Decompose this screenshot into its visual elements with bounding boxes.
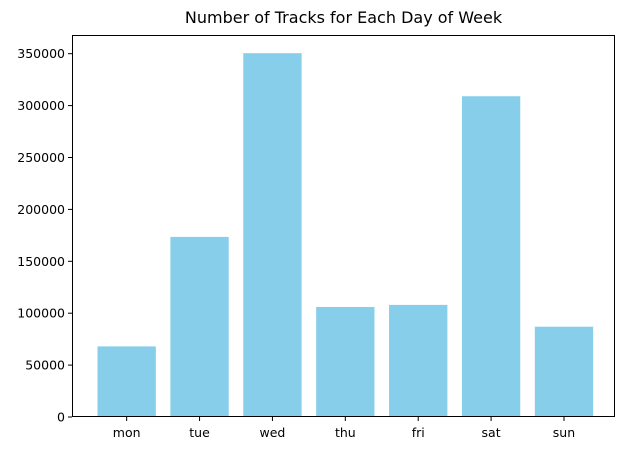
x-tick-label-fri: fri xyxy=(412,425,425,440)
bar-mon xyxy=(97,346,156,417)
chart-title: Number of Tracks for Each Day of Week xyxy=(185,8,503,27)
x-tick-label-sat: sat xyxy=(482,425,501,440)
x-tick-label-thu: thu xyxy=(335,425,356,440)
y-tick-label-0: 0 xyxy=(57,410,65,425)
bars-group xyxy=(97,53,594,417)
bar-sun xyxy=(534,326,594,417)
y-tick-label-200000: 200000 xyxy=(17,202,65,217)
axes-frame xyxy=(72,35,615,417)
x-axis: mon tue wed thu fri sat sun xyxy=(113,417,575,440)
x-tick-label-wed: wed xyxy=(260,425,286,440)
bar-thu xyxy=(316,306,375,417)
bar-fri xyxy=(389,304,448,417)
bar-sat xyxy=(461,96,521,417)
bar-wed xyxy=(243,53,302,417)
y-tick-label-250000: 250000 xyxy=(17,150,65,165)
x-tick-label-mon: mon xyxy=(113,425,141,440)
y-axis: 0 50000 100000 150000 200000 250000 300000 3500… xyxy=(17,46,72,425)
y-tick-label-100000: 100000 xyxy=(17,306,65,321)
plot-area: 0 50000 100000 150000 200000 250000 300000 3500… xyxy=(17,35,615,440)
bar-tue xyxy=(170,236,229,417)
y-tick-label-300000: 300000 xyxy=(17,98,65,113)
y-tick-label-50000: 50000 xyxy=(25,358,65,373)
x-tick-label-tue: tue xyxy=(189,425,210,440)
y-tick-label-350000: 350000 xyxy=(17,46,65,61)
y-tick-label-150000: 150000 xyxy=(17,254,65,269)
x-tick-label-sun: sun xyxy=(553,425,575,440)
